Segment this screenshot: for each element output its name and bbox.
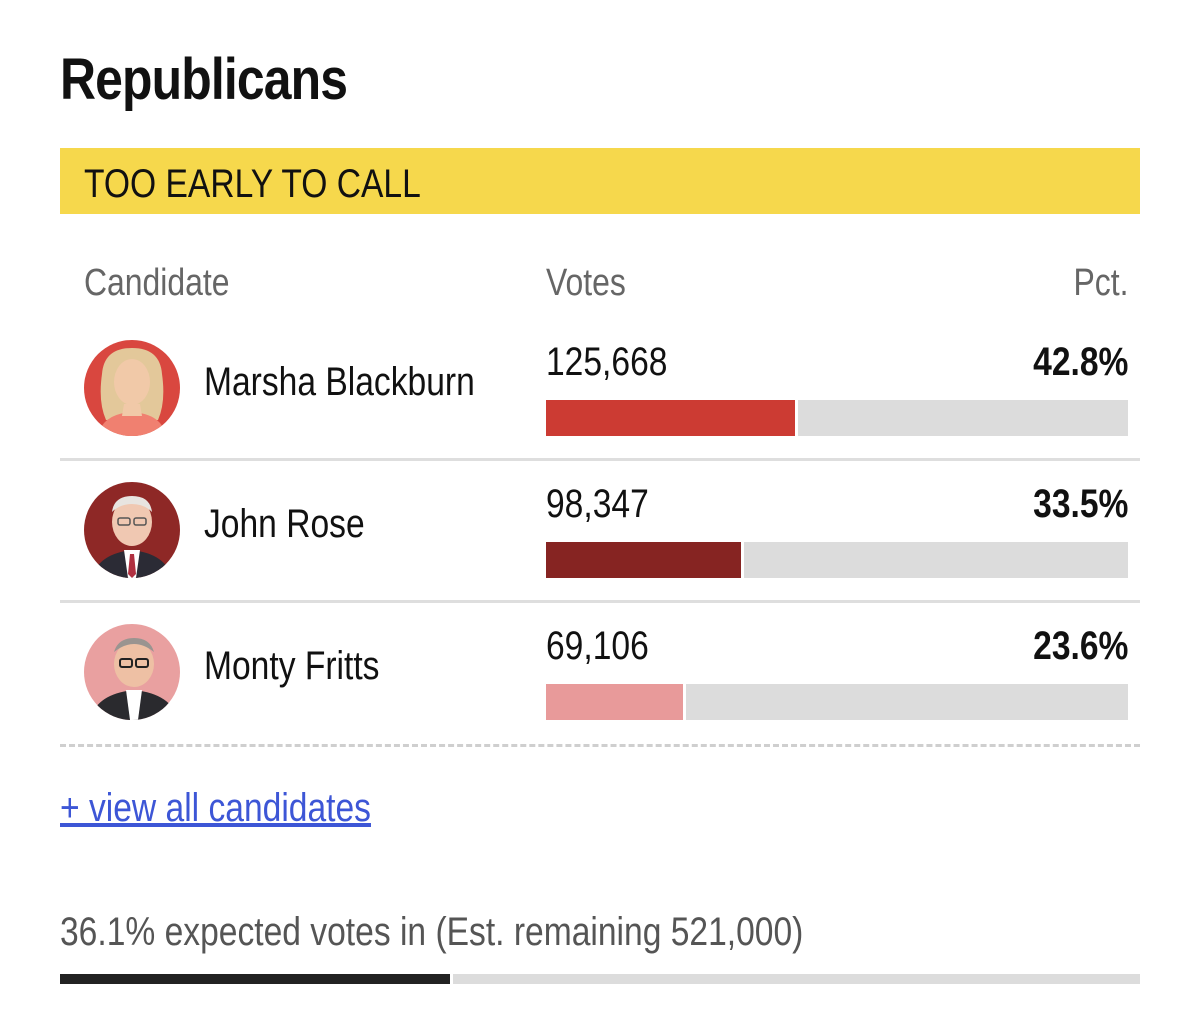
section-divider xyxy=(60,744,1140,747)
candidate-name: Marsha Blackburn xyxy=(204,360,475,404)
candidate-name: John Rose xyxy=(204,502,365,546)
candidate-row: Marsha Blackburn 125,668 42.8% xyxy=(60,316,1140,461)
candidate-votes: 69,106 xyxy=(546,624,649,668)
expected-votes-bar xyxy=(60,974,1140,984)
candidate-avatar xyxy=(84,340,180,436)
column-header-votes: Votes xyxy=(546,262,626,304)
candidate-avatar xyxy=(84,482,180,578)
vote-share-fill xyxy=(546,542,744,578)
candidate-row: John Rose 98,347 33.5% xyxy=(60,458,1140,603)
race-status-text: TOO EARLY TO CALL xyxy=(84,162,421,206)
vote-share-fill xyxy=(546,684,686,720)
candidate-pct: 42.8% xyxy=(1032,340,1128,384)
candidate-avatar xyxy=(84,624,180,720)
candidate-name: Monty Fritts xyxy=(204,644,380,688)
candidate-votes: 125,668 xyxy=(546,340,668,384)
candidate-votes: 98,347 xyxy=(546,482,649,526)
candidate-pct: 23.6% xyxy=(1032,624,1128,668)
vote-share-bar xyxy=(546,400,1128,436)
vote-share-bar xyxy=(546,542,1128,578)
vote-share-bar xyxy=(546,684,1128,720)
race-status-banner: TOO EARLY TO CALL xyxy=(60,148,1140,214)
expected-votes-text: 36.1% expected votes in (Est. remaining … xyxy=(60,910,804,954)
candidate-row: Monty Fritts 69,106 23.6% xyxy=(60,600,1140,742)
candidate-pct: 33.5% xyxy=(1032,482,1128,526)
party-title: Republicans xyxy=(60,47,348,112)
column-header-pct: Pct. xyxy=(1073,262,1128,304)
vote-share-fill xyxy=(546,400,798,436)
view-all-candidates-link[interactable]: + view all candidates xyxy=(60,786,371,830)
column-header-candidate: Candidate xyxy=(84,262,230,304)
expected-votes-fill xyxy=(60,974,453,984)
